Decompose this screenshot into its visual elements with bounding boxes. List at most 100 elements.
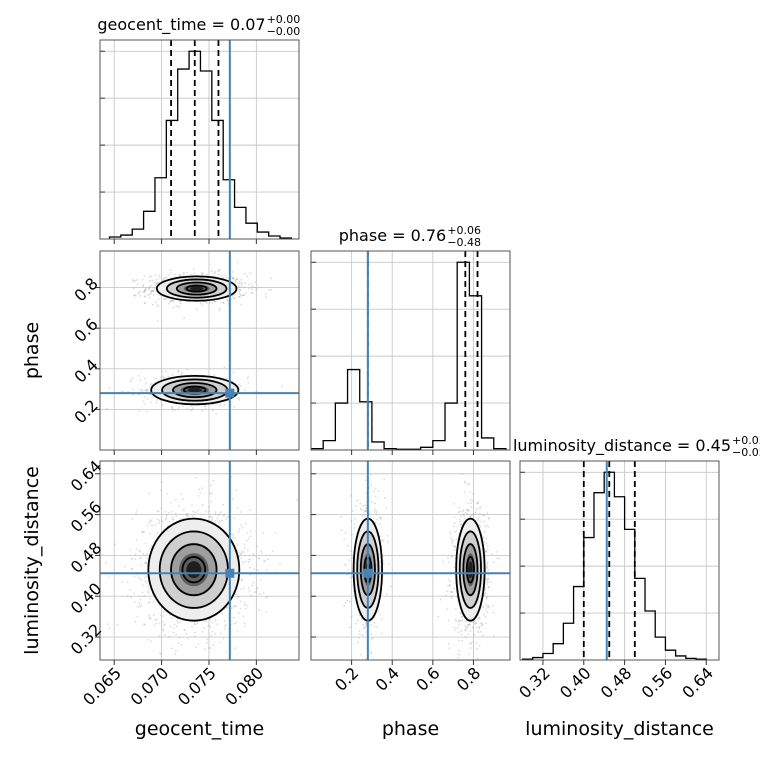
scatter-point [447, 557, 449, 559]
scatter-point [481, 624, 484, 626]
scatter-point [231, 295, 234, 298]
scatter-point [258, 593, 261, 595]
scatter-point [205, 301, 208, 304]
scatter-point [466, 483, 469, 486]
truth-marker-2 [363, 568, 373, 578]
scatter-point [244, 292, 247, 295]
scatter-point [364, 510, 367, 513]
scatter-point [232, 278, 235, 281]
scatter-point [234, 647, 237, 650]
scatter-point [450, 594, 453, 597]
ytick-label-phase-1: 0.4 [70, 355, 101, 386]
scatter-point [150, 401, 152, 404]
scatter-point [442, 560, 444, 563]
contour-0-0-2 [165, 278, 228, 299]
scatter-point [199, 302, 202, 305]
scatter-point [261, 552, 263, 555]
scatter-point [172, 300, 174, 303]
xtick-label-luminosity_distance-0: 0.32 [515, 663, 554, 702]
scatter-point [464, 482, 467, 485]
scatter-point [466, 508, 468, 511]
scatter-point [169, 269, 172, 272]
scatter-point [222, 302, 225, 305]
scatter-point [147, 591, 150, 594]
scatter-point [134, 558, 137, 560]
scatter-point [143, 531, 145, 533]
scatter-point [218, 269, 220, 272]
scatter-point [460, 619, 463, 621]
scatter-point [193, 635, 196, 638]
scatter-point [151, 280, 154, 282]
hist-outline-geocent_time [108, 50, 293, 239]
scatter-point [382, 540, 385, 542]
scatter-point [359, 633, 361, 636]
scatter-point [256, 586, 259, 589]
scatter-point [492, 604, 494, 607]
scatter-point [225, 518, 228, 521]
scatter-point [193, 272, 196, 275]
scatter-point [251, 287, 253, 290]
scatter-point [346, 544, 349, 547]
scatter-point [185, 513, 188, 516]
scatter-point [237, 288, 240, 291]
scatter-point [370, 651, 373, 654]
scatter-point [490, 553, 493, 555]
scatter-point [121, 390, 123, 393]
contour-1-0-0 [181, 556, 207, 584]
scatter-point [232, 405, 235, 408]
scatter-point [466, 502, 469, 505]
scatter-point [232, 616, 235, 619]
scatter-point [233, 297, 236, 300]
scatter-point [485, 596, 488, 599]
scatter-point [158, 519, 161, 522]
scatter-point [151, 524, 154, 527]
scatter-point [162, 629, 165, 632]
scatter-point [243, 604, 246, 607]
scatter-point [265, 569, 268, 572]
scatter-point [222, 514, 225, 517]
scatter-point [101, 553, 104, 556]
scatter-point [476, 502, 479, 505]
scatter-point [243, 543, 246, 546]
scatter-point [456, 656, 459, 659]
scatter-point [201, 272, 204, 275]
scatter-point [249, 566, 251, 569]
scatter-point [199, 492, 202, 494]
xtick-label-geocent_time-2: 0.075 [174, 663, 220, 709]
contour-2-1-2 [458, 530, 482, 609]
scatter-point [155, 622, 158, 625]
scatter-point [146, 397, 149, 400]
scatter-point [487, 516, 490, 519]
scatter-point [247, 375, 250, 378]
scatter-point [195, 661, 197, 663]
scatter-point [155, 281, 158, 284]
panel-frame-diag-phase [310, 250, 511, 451]
scatter-point [253, 568, 256, 571]
scatter-point [474, 511, 477, 514]
scatter-point [177, 622, 179, 625]
scatter-point [214, 300, 217, 303]
scatter-point [466, 623, 469, 626]
scatter-point [255, 591, 257, 593]
scatter-point [145, 388, 148, 391]
scatter-point [208, 510, 211, 513]
scatter-point [222, 637, 225, 640]
scatter-point [358, 630, 361, 633]
scatter-point [475, 621, 478, 624]
scatter-point [243, 272, 246, 275]
scatter-point [155, 301, 158, 304]
scatter-point [143, 302, 146, 304]
scatter-point [144, 377, 146, 380]
scatter-point [180, 643, 183, 646]
scatter-point [458, 518, 461, 521]
scatter-point [143, 595, 146, 598]
scatter-point [478, 644, 481, 647]
scatter-point [169, 625, 172, 628]
density-shade-0-0-4 [190, 286, 204, 291]
scatter-point [469, 515, 472, 518]
scatter-point [140, 564, 143, 567]
scatter-point [139, 578, 142, 581]
scatter-point [225, 276, 228, 279]
scatter-point [144, 389, 147, 392]
scatter-point [208, 516, 211, 518]
